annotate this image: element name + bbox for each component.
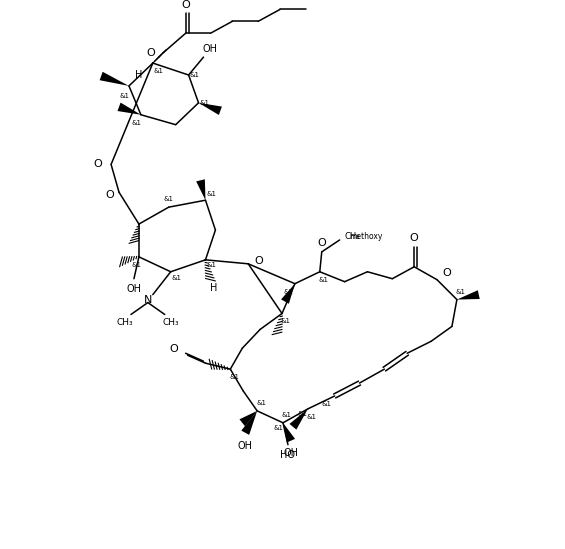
Polygon shape <box>99 72 129 86</box>
Text: O: O <box>146 48 155 58</box>
Polygon shape <box>118 103 141 115</box>
Text: CH₃: CH₃ <box>345 232 360 242</box>
Text: N: N <box>144 295 152 305</box>
Text: O: O <box>181 1 190 10</box>
Text: &1: &1 <box>229 374 240 380</box>
Text: &1: &1 <box>281 318 291 324</box>
Text: OH: OH <box>127 284 141 294</box>
Text: O: O <box>442 268 451 278</box>
Text: &1: &1 <box>206 191 216 197</box>
Polygon shape <box>281 284 295 304</box>
Text: &1: &1 <box>154 68 164 74</box>
Text: H: H <box>135 70 142 80</box>
Polygon shape <box>196 180 206 200</box>
Text: &1: &1 <box>298 411 308 417</box>
Text: &1: &1 <box>206 262 216 268</box>
Text: &1: &1 <box>119 93 129 99</box>
Text: &1: &1 <box>132 120 142 126</box>
Text: O: O <box>105 191 114 200</box>
Text: &1: &1 <box>199 100 210 106</box>
Text: &1: &1 <box>319 277 329 283</box>
Text: CH₃: CH₃ <box>162 318 179 327</box>
Polygon shape <box>241 411 257 435</box>
Text: &1: &1 <box>284 289 294 295</box>
Text: &1: &1 <box>456 289 466 295</box>
Polygon shape <box>198 103 222 115</box>
Text: O: O <box>254 256 263 266</box>
Text: O: O <box>169 344 177 354</box>
Text: &1: &1 <box>307 414 317 420</box>
Text: &1: &1 <box>282 412 292 418</box>
Polygon shape <box>240 411 257 426</box>
Text: CH₃: CH₃ <box>117 318 133 327</box>
Polygon shape <box>457 290 480 300</box>
Text: HO: HO <box>280 450 295 460</box>
Text: OH: OH <box>203 44 218 54</box>
Text: O: O <box>410 233 419 243</box>
Text: OH: OH <box>238 441 253 451</box>
Text: &1: &1 <box>164 196 173 202</box>
Text: OH: OH <box>284 447 298 458</box>
Text: &1: &1 <box>190 72 199 78</box>
Text: &1: &1 <box>256 400 266 406</box>
Text: &1: &1 <box>321 401 332 407</box>
Polygon shape <box>283 423 295 442</box>
Text: &1: &1 <box>132 262 142 268</box>
Text: O: O <box>93 159 102 170</box>
Polygon shape <box>289 409 308 430</box>
Text: O: O <box>318 238 326 248</box>
Text: &1: &1 <box>273 425 283 431</box>
Text: H: H <box>210 283 217 293</box>
Text: methoxy: methoxy <box>350 232 383 242</box>
Text: &1: &1 <box>172 274 182 281</box>
